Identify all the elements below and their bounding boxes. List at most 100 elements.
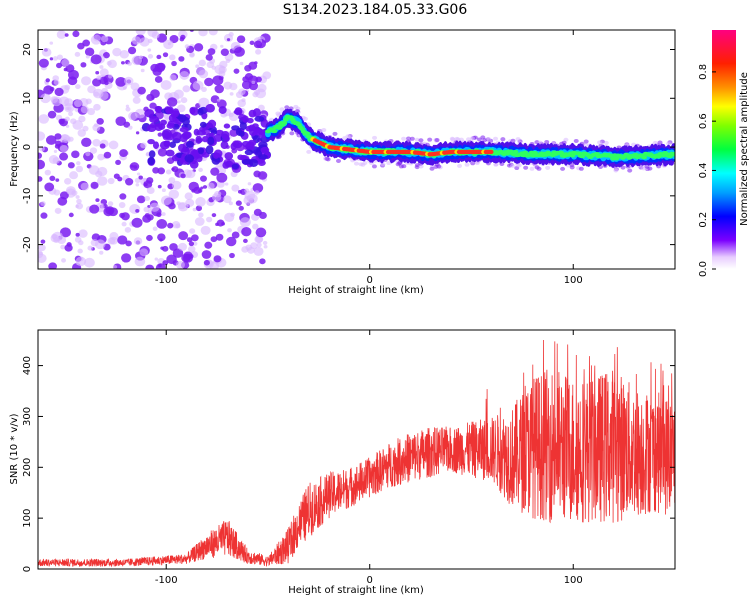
spectrogram-ridge-mark xyxy=(276,126,283,130)
spectrogram-noise-blob xyxy=(139,248,149,257)
spectrogram-noise-blob xyxy=(154,76,163,83)
spectrogram-noise-blob xyxy=(115,76,127,87)
spectrogram-noise-blob xyxy=(259,258,266,265)
spectrogram-spread-blob xyxy=(427,137,433,142)
spectrogram-spread-blob xyxy=(332,131,338,136)
spectrogram-noise-blob xyxy=(151,31,160,39)
spectrogram-noise-blob xyxy=(216,172,228,183)
spectrogram-noise-blob xyxy=(195,197,206,207)
spectrogram-noise-blob xyxy=(245,244,253,251)
spectrogram-noise-blob xyxy=(168,189,180,199)
spectrogram-noise-blob xyxy=(226,38,231,42)
spectrogram-noise-blob xyxy=(202,185,208,189)
spectrogram-noise-blob xyxy=(130,164,134,168)
spectrogram-noise-blob xyxy=(213,255,222,263)
spectrogram-noise-blob xyxy=(192,80,204,91)
spectrogram-noise-blob xyxy=(254,61,258,65)
spectrogram-noise-blob xyxy=(154,62,166,73)
spectrogram-spread-blob xyxy=(360,162,366,167)
spec-x-tick-label: 100 xyxy=(564,275,583,286)
spectrogram-noise-blob xyxy=(81,137,92,148)
spectrogram-noise-blob xyxy=(187,245,196,253)
spectrogram-spread-blob xyxy=(534,165,540,170)
spectrogram-spread-blob xyxy=(569,165,575,170)
spectrogram-noise-blob xyxy=(233,68,240,74)
spectrogram-spread-blob xyxy=(429,166,435,171)
spectrogram-noise-blob xyxy=(169,141,176,149)
spectrogram-noise-blob xyxy=(198,59,206,67)
spectrogram-noise-blob xyxy=(220,44,224,48)
spectrogram-noise-blob xyxy=(135,30,146,36)
spec-x-tick-label: -100 xyxy=(155,275,178,286)
spectrogram-spread-blob xyxy=(509,163,515,168)
spectrogram-noise-blob xyxy=(262,71,272,80)
spectrogram-noise-blob xyxy=(136,172,141,176)
spectrogram-noise-blob xyxy=(186,169,196,179)
spectrogram-noise-blob xyxy=(117,235,128,245)
spectrogram-noise-blob xyxy=(139,37,150,47)
spectrogram-noise-blob xyxy=(161,212,166,216)
spectrogram-noise-blob xyxy=(204,77,214,87)
spectrogram-noise-blob xyxy=(211,213,217,218)
spectrogram-spread-blob xyxy=(466,137,472,142)
spectrogram-spread-blob xyxy=(457,163,463,168)
spectrogram-noise-blob xyxy=(160,119,167,126)
spectrogram-noise-blob xyxy=(132,96,141,104)
spectrogram-ridge-mark xyxy=(304,131,311,136)
spectrogram-noise-blob xyxy=(52,56,58,61)
spectrogram-spread-blob xyxy=(545,165,551,170)
spectrogram-noise-blob xyxy=(211,155,221,165)
spectrogram-noise-blob xyxy=(107,74,113,79)
spec-y-tick-label: 10 xyxy=(22,92,33,105)
spectrogram-noise-blob xyxy=(76,161,81,166)
spectrogram-noise-blob xyxy=(87,245,93,251)
spectrogram-noise-blob xyxy=(75,195,80,199)
spectrogram-noise-blob xyxy=(103,207,114,217)
spectrogram-noise-blob xyxy=(65,124,70,128)
spectrogram-noise-blob xyxy=(200,186,204,190)
snr-xlabel: Height of straight line (km) xyxy=(288,585,424,596)
spectrogram-noise-blob xyxy=(90,54,102,65)
spectrogram-noise-blob xyxy=(182,85,191,93)
spectrogram-noise-blob xyxy=(255,227,267,238)
spectrogram-noise-blob xyxy=(196,129,206,136)
spectrogram-noise-blob xyxy=(205,145,214,155)
spectrogram-noise-blob xyxy=(156,54,162,60)
spectrogram-noise-blob xyxy=(99,68,109,77)
spectrogram-noise-blob xyxy=(92,88,104,99)
snr-frame xyxy=(37,329,676,570)
spectrogram-noise-blob xyxy=(215,222,219,227)
spectrogram-noise-blob xyxy=(258,154,268,160)
spectrogram-noise-blob xyxy=(157,132,163,137)
spectrogram-noise-blob xyxy=(89,204,100,214)
spectrogram-spread-blob xyxy=(293,104,299,109)
spectrogram-noise-blob xyxy=(229,82,238,91)
spectrogram-noise-blob xyxy=(124,76,134,86)
spectrogram-noise-blob xyxy=(222,161,230,169)
spectrogram-noise-blob xyxy=(252,183,264,193)
spectrogram-noise-blob xyxy=(154,123,163,132)
spectrogram-noise-blob xyxy=(130,82,140,91)
spectrogram-spread-blob xyxy=(493,136,499,141)
spectrogram-noise-blob xyxy=(172,132,182,141)
spectrogram-noise-blob xyxy=(156,219,168,229)
spectrogram-noise-blob xyxy=(51,96,62,107)
spectrogram-noise-blob xyxy=(231,125,240,131)
spectrogram-noise-blob xyxy=(160,246,165,250)
spectrogram-noise-blob xyxy=(84,47,95,57)
spec-y-tick-label: 0 xyxy=(22,144,33,150)
spectrogram-noise-blob xyxy=(146,234,153,242)
snr-y-tick-label: 400 xyxy=(22,356,33,375)
spectrogram-noise-blob xyxy=(85,151,91,157)
spectrogram-noise-blob xyxy=(207,48,216,56)
spectrogram-spread-blob xyxy=(486,136,492,141)
spectrogram-noise-blob xyxy=(49,57,54,61)
spectrogram-noise-blob xyxy=(210,236,218,243)
spectrogram-noise-blob xyxy=(218,106,227,114)
spectrogram-noise-blob xyxy=(162,260,169,266)
spectrogram-noise-blob xyxy=(52,75,60,82)
spectrogram-noise-blob xyxy=(186,237,193,243)
spectrogram-noise-blob xyxy=(256,242,262,248)
spectrogram-noise-blob xyxy=(260,146,270,154)
